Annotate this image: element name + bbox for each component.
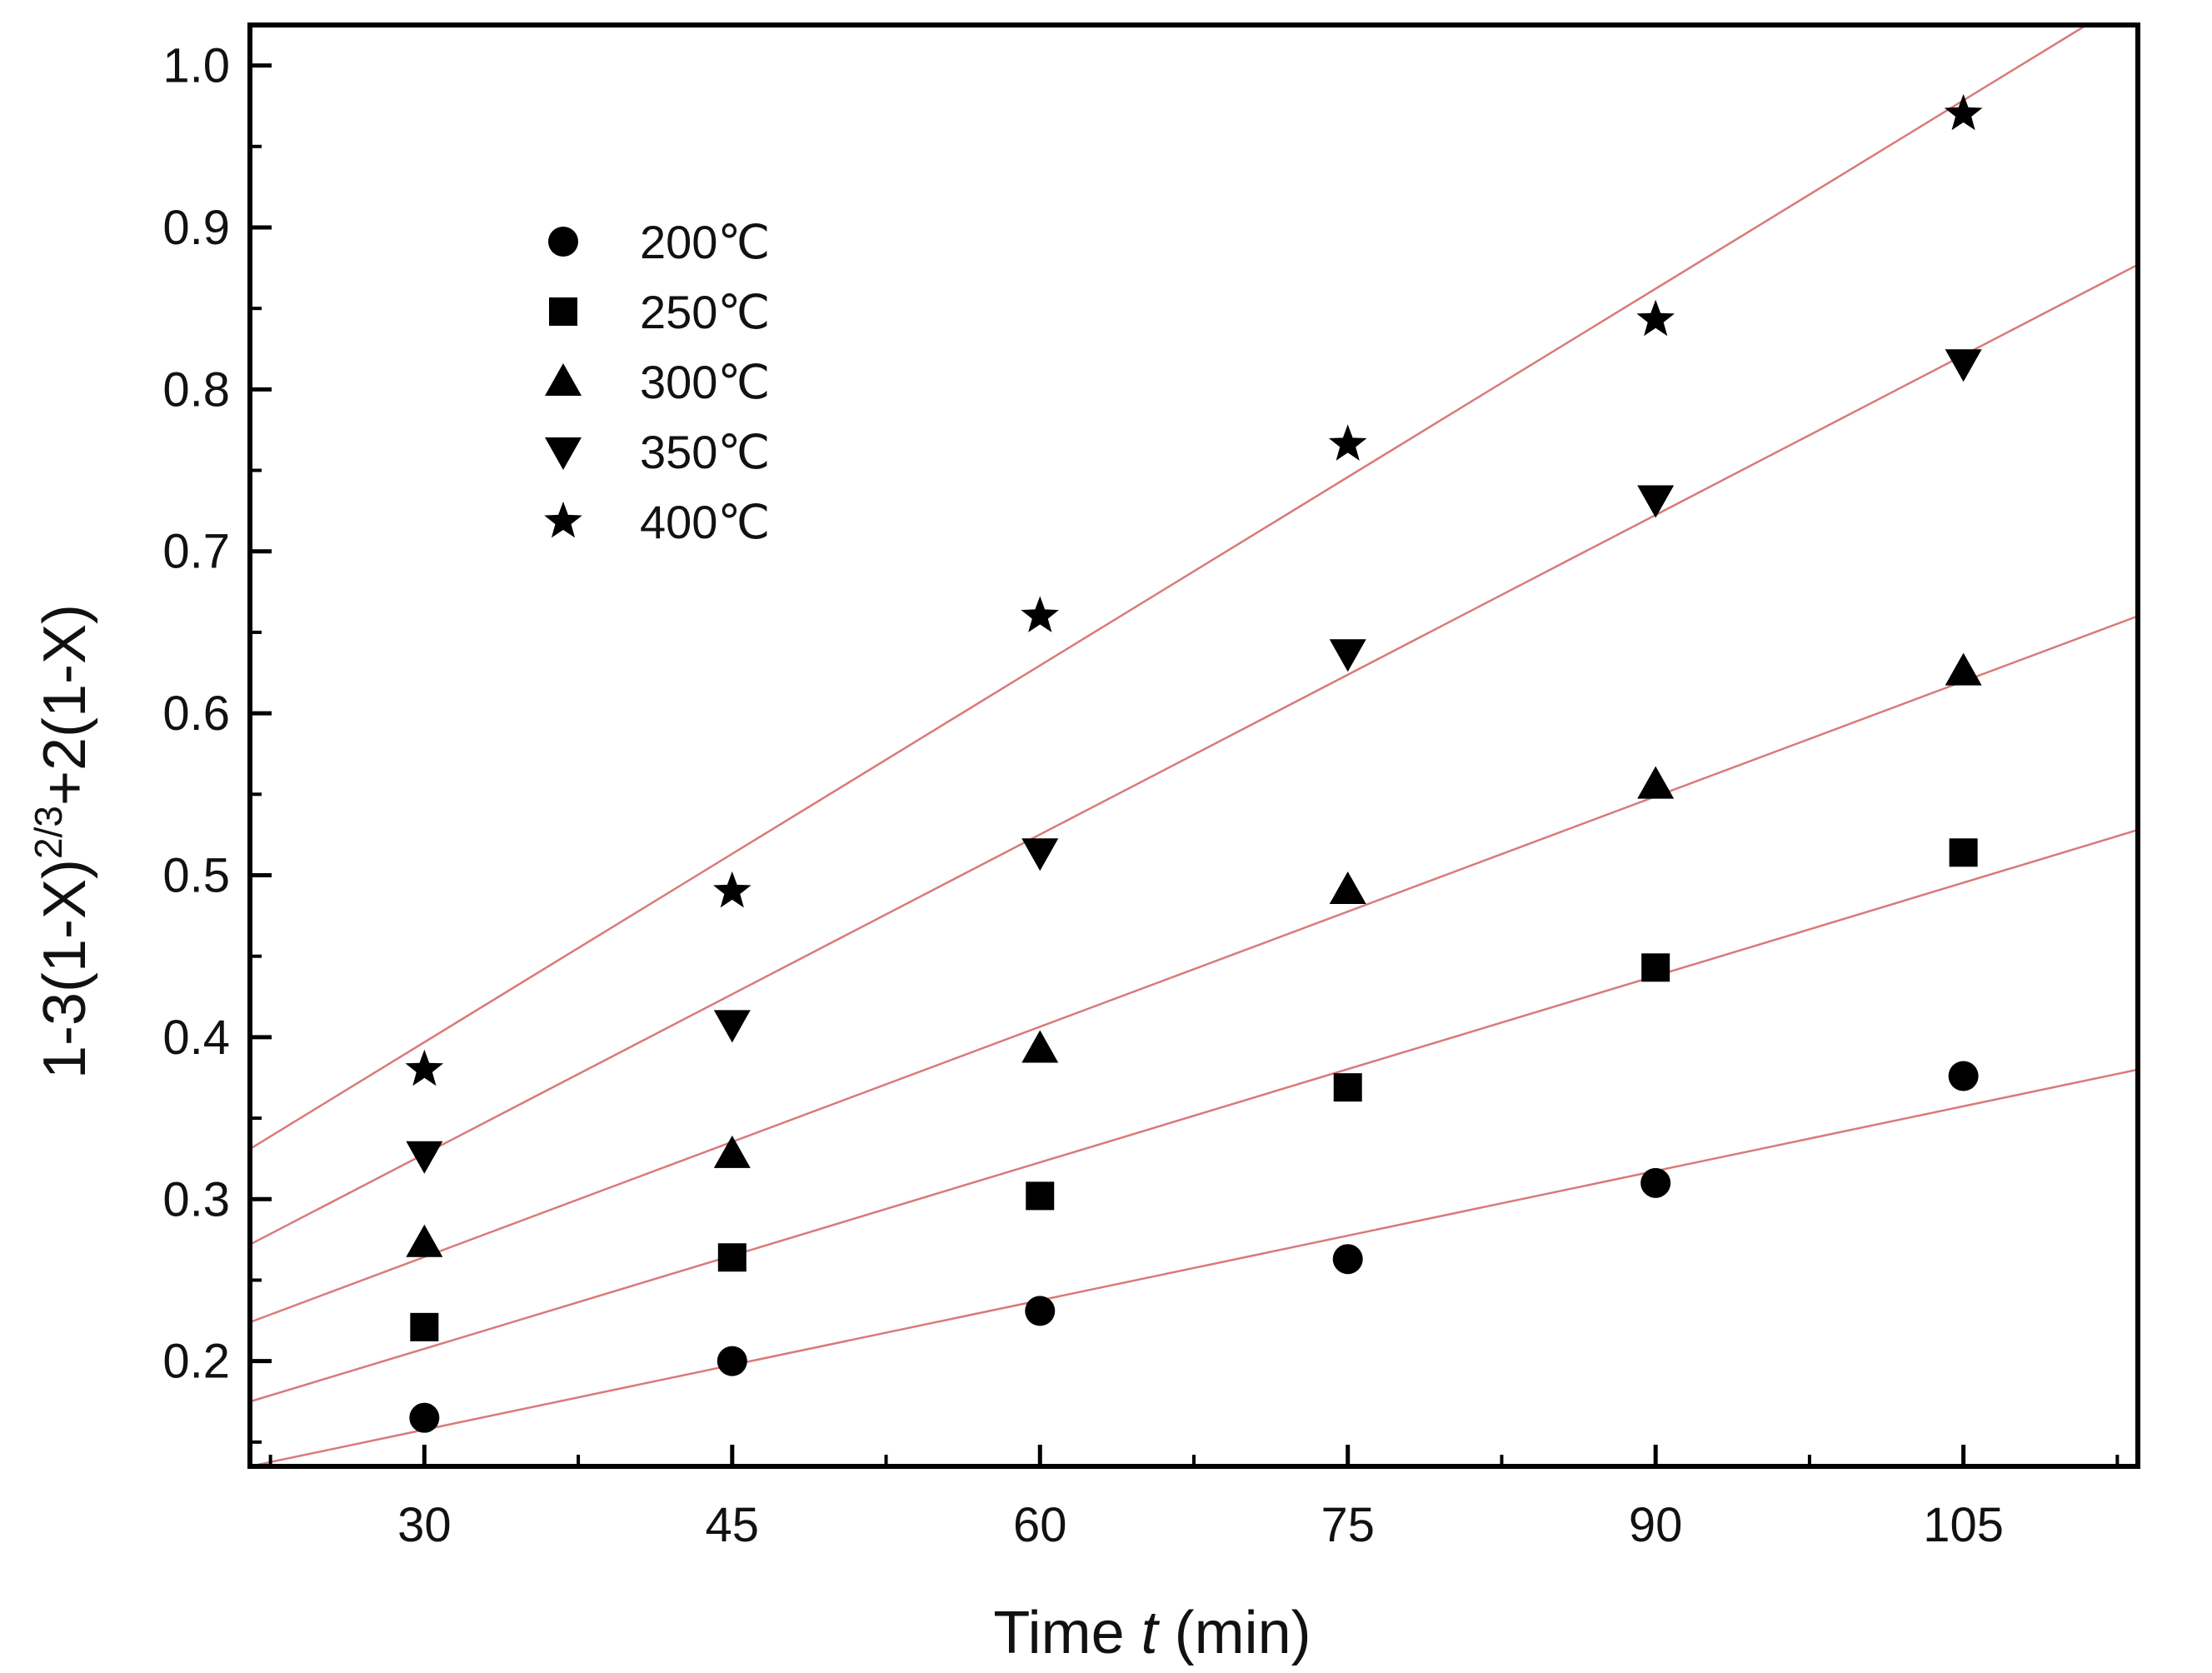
- y-tick-label: 0.9: [162, 201, 230, 255]
- y-axis-title: 1-3(1-X)2/3+2(1-X): [27, 604, 98, 1079]
- x-tick-label: 60: [1013, 1498, 1067, 1552]
- data-point-triangle-down: [713, 1010, 751, 1043]
- x-tick-label: 30: [397, 1498, 452, 1552]
- data-point-square: [1641, 953, 1670, 982]
- x-tick-label: 75: [1321, 1498, 1375, 1552]
- legend-marker-square: [549, 297, 577, 326]
- x-tick-label: 105: [1923, 1498, 2004, 1552]
- legend-marker-triangle-down: [545, 437, 582, 470]
- data-point-triangle-down: [1329, 639, 1366, 672]
- x-tick-label: 90: [1629, 1498, 1683, 1552]
- plot-frame: [247, 22, 2140, 1469]
- y-tick-label: 0.2: [162, 1335, 230, 1389]
- data-point-triangle-down: [1021, 838, 1059, 871]
- data-point-square: [1333, 1073, 1362, 1102]
- data-point-star: [405, 1049, 444, 1086]
- fit-line-3: [249, 615, 2139, 1324]
- data-point-triangle-up: [1945, 652, 1982, 686]
- data-point-triangle-down: [1637, 485, 1675, 518]
- data-point-square: [1949, 838, 1978, 867]
- legend: 200℃ 250℃ 300℃ 350℃ 400℃: [544, 216, 770, 548]
- data-point-triangle-up: [1637, 766, 1675, 799]
- fit-line-1: [249, 1068, 2139, 1468]
- y-tick-label: 0.6: [162, 687, 230, 741]
- data-point-star: [1636, 299, 1675, 337]
- y-tick-label: 0.8: [162, 362, 230, 417]
- fit-line-4: [249, 263, 2139, 1246]
- data-point-square: [1026, 1181, 1055, 1211]
- data-point-circle: [409, 1402, 440, 1433]
- legend-marker-triangle-up: [545, 363, 582, 396]
- data-point-triangle-up: [713, 1135, 751, 1168]
- data-point-triangle-down: [406, 1141, 443, 1174]
- legend-label: 350℃: [640, 426, 770, 478]
- x-tick-label: 45: [706, 1498, 760, 1552]
- y-tick-label: 0.5: [162, 849, 230, 903]
- data-point-star: [1021, 596, 1060, 632]
- x-tick-labels: 30 45 60 75 90 105: [397, 1498, 2004, 1552]
- data-point-star: [713, 871, 751, 908]
- legend-marker-star: [544, 502, 582, 538]
- data-point-triangle-down: [1945, 349, 1982, 382]
- fit-lines: [249, 23, 2139, 1468]
- legend-label: 250℃: [640, 286, 770, 338]
- y-tick-label: 0.7: [162, 525, 230, 579]
- y-tick-label: 0.4: [162, 1011, 230, 1065]
- data-point-circle: [1640, 1167, 1671, 1198]
- fit-line-2: [249, 828, 2139, 1403]
- data-point-triangle-up: [1329, 871, 1366, 904]
- data-point-circle: [717, 1346, 747, 1376]
- y-tick-label: 1.0: [162, 39, 230, 93]
- legend-marker-circle: [548, 227, 578, 257]
- y-tick-label: 0.3: [162, 1172, 230, 1226]
- fit-line-5: [249, 23, 2088, 1151]
- data-markers: [405, 93, 1983, 1433]
- data-point-circle: [1948, 1061, 1979, 1091]
- y-tick-labels: 0.2 0.3 0.4 0.5 0.6 0.7 0.8 0.9 1.0: [162, 39, 230, 1389]
- data-point-square: [717, 1243, 746, 1272]
- data-point-circle: [1025, 1296, 1056, 1326]
- data-point-star: [1328, 424, 1367, 461]
- data-point-square: [410, 1312, 439, 1341]
- data-point-star: [1944, 93, 1983, 131]
- legend-label: 200℃: [640, 216, 770, 268]
- data-point-circle: [1332, 1244, 1363, 1275]
- x-axis-title: Time t (min): [993, 1600, 1311, 1666]
- legend-label: 400℃: [640, 496, 770, 548]
- legend-label: 300℃: [640, 356, 770, 408]
- data-point-triangle-up: [406, 1224, 443, 1257]
- data-point-triangle-up: [1021, 1030, 1059, 1063]
